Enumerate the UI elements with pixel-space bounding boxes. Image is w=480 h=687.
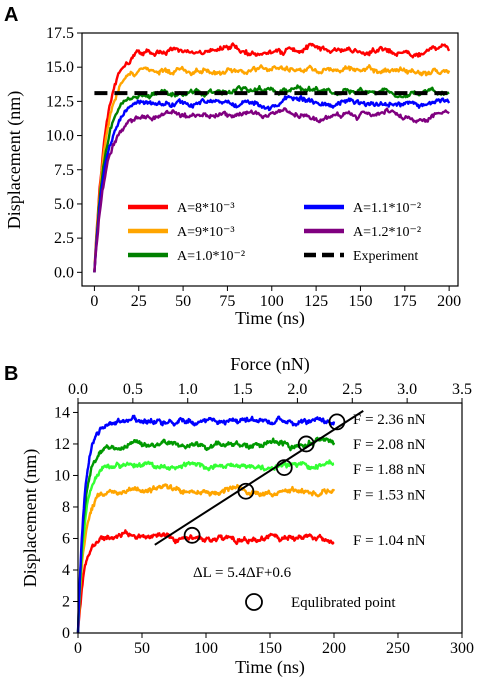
panel-b-xtick-label: 300 (450, 640, 474, 657)
panel-a-yticks: 0.0 2.5 5.0 7.5 10.0 12.5 15.0 17.5 (46, 25, 82, 281)
panel-a: 0 25 50 75 100 125 150 175 200 0.0 2.5 5.0 7.5 10.0 1… (46, 25, 461, 310)
force-label: F = 2.36 nN (353, 412, 426, 428)
panel-b-ylabel: Displacement (nm) (20, 449, 41, 587)
equilibrated-point (297, 435, 315, 453)
force-label: F = 1.88 nN (353, 462, 426, 478)
panel-b-force-tick-label: 1.0 (178, 381, 198, 398)
panel-b-yticks: 0 2 4 6 8 10 12 14 (54, 404, 78, 642)
panel-a-xtick-label: 175 (393, 293, 417, 310)
panel-b-ytick-label: 8 (62, 499, 70, 516)
panel-b-ytick-label: 14 (54, 404, 70, 421)
panel-b-series-1 (76, 529, 335, 634)
panel-a-series-1 (93, 42, 451, 273)
legend-label: A=1.1*10⁻² (353, 201, 421, 216)
panel-a-xlabel: Time (ns) (235, 308, 305, 329)
panel-b-xlabel: Time (ns) (235, 657, 305, 678)
panel-b-label: B (4, 363, 18, 385)
panel-a-legend: A=8*10⁻³ A=9*10⁻³ A=1.0*10⁻² A=1.1*10⁻² A=1.… (128, 201, 421, 264)
force-label: F = 1.04 nN (353, 533, 426, 549)
force-label: F = 2.08 nN (353, 437, 426, 453)
fit-line (154, 410, 364, 546)
panel-a-ytick-label: 17.5 (46, 25, 74, 42)
panel-b-ytick-label: 12 (54, 436, 70, 453)
panel-a-xtick-label: 100 (260, 293, 284, 310)
panel-a-frame (81, 32, 459, 287)
panel-a-series-4 (93, 95, 451, 273)
panel-b-series-2 (76, 483, 336, 634)
panel-a-xtick-label: 25 (131, 293, 147, 310)
legend-label: A=9*10⁻³ (177, 225, 235, 240)
panel-a-series (93, 42, 451, 273)
panel-a-series-5 (93, 107, 450, 273)
legend-label: A=1.0*10⁻² (177, 249, 245, 264)
panel-b-ytick-label: 0 (62, 625, 70, 642)
panel-b-xtick-label: 50 (134, 640, 150, 657)
panel-b-series-5 (76, 414, 336, 634)
panel-a-ytick-label: 12.5 (46, 93, 74, 110)
panel-b-xtick-label: 200 (322, 640, 346, 657)
panel-b-xticks: 0 50 100 150 200 250 300 (74, 633, 474, 657)
panel-a-ytick-label: 10.0 (46, 128, 74, 145)
equilibrated-point-legend-label: Equlibrated point (291, 595, 396, 611)
legend-label: A=1.2*10⁻² (353, 225, 421, 240)
panel-b-ytick-label: 10 (54, 467, 70, 484)
panel-b-force-tick-label: 3.5 (452, 381, 472, 398)
equilibrated-point (275, 459, 293, 476)
panel-a-ytick-label: 5.0 (54, 196, 74, 213)
legend-label: Experiment (353, 249, 418, 264)
panel-b-force-tick-label: 0.5 (123, 381, 143, 398)
panel-b-force-axis-label: Force (nN) (230, 354, 309, 375)
panel-a-ytick-label: 0.0 (54, 264, 74, 281)
panel-a-ytick-label: 7.5 (54, 162, 74, 179)
equilibrated-point (237, 482, 255, 500)
panel-b-xtick-label: 150 (258, 640, 282, 657)
panel-b-xtick-label: 0 (74, 640, 82, 657)
equilibrated-point-legend-marker (245, 593, 263, 611)
panel-b-xtick-label: 100 (194, 640, 218, 657)
panel-a-xtick-label: 125 (304, 293, 328, 310)
fit-equation: ΔL = 5.4ΔF+0.6 (193, 565, 292, 581)
panel-b-fit (154, 410, 364, 546)
panel-a-xticks: 0 25 50 75 100 125 150 175 200 (90, 286, 461, 310)
panel-a-ytick-label: 2.5 (54, 230, 74, 247)
panel-a-label: A (4, 4, 18, 26)
panel-a-xtick-label: 0 (90, 293, 98, 310)
panel-b-force-tick-label: 0.0 (68, 381, 88, 398)
equilibrated-point (328, 413, 346, 431)
panel-b-force-tick-label: 3.0 (397, 381, 417, 398)
panel-a-xtick-label: 75 (219, 293, 235, 310)
panel-a-series-3 (93, 84, 450, 273)
panel-b-force-ticks: 0.0 0.5 1.0 1.5 2.0 2.5 3.0 3.5 (68, 381, 472, 403)
force-label: F = 1.53 nN (353, 487, 426, 503)
panel-b-force-labels: F = 1.04 nN F = 1.53 nN F = 1.88 nN F = 2.0… (353, 412, 426, 549)
panel-a-xtick-label: 50 (175, 293, 191, 310)
panel-b-force-tick-label: 2.0 (287, 381, 307, 398)
equilibrated-point (183, 526, 201, 544)
panel-a-series-2 (93, 64, 451, 273)
panel-b-ytick-label: 2 (62, 593, 70, 610)
panel-a-xtick-label: 200 (437, 293, 461, 310)
panel-a-ytick-label: 15.0 (46, 59, 74, 76)
panel-a-xtick-label: 150 (348, 293, 372, 310)
panel-b-force-tick-label: 1.5 (233, 381, 253, 398)
panel-b-force-tick-label: 2.5 (342, 381, 362, 398)
panel-b-ytick-label: 6 (62, 530, 70, 547)
panel-b-ytick-label: 4 (62, 562, 70, 579)
panel-a-ylabel: Displacement (nm) (4, 91, 25, 229)
panel-b: 0 50 100 150 200 250 300 0.0 0.5 1.0 1.5 2.0 2.5 3.0… (54, 381, 474, 657)
panel-b-series-4 (76, 436, 336, 634)
legend-label: A=8*10⁻³ (177, 201, 235, 216)
panel-b-xtick-label: 250 (386, 640, 410, 657)
